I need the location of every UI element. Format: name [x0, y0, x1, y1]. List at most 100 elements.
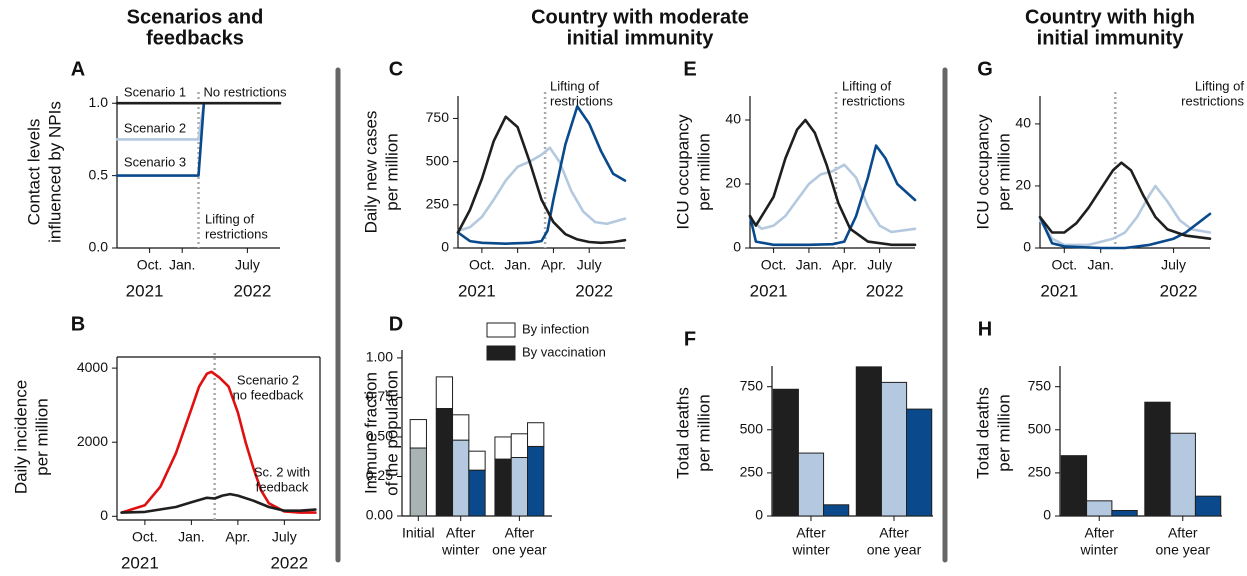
panel-letter: H: [978, 318, 992, 340]
year-label: 2021: [458, 281, 496, 300]
y-axis-label: influenced by NPIs: [45, 101, 64, 243]
series-line: [120, 370, 317, 514]
y-tick-label: 20: [725, 175, 741, 191]
x-tick-label: July: [577, 257, 602, 273]
column-title: initial immunity: [1037, 27, 1185, 49]
legend-label: By vaccination: [522, 344, 606, 359]
x-tick-label: winter: [441, 542, 480, 558]
x-tick-label: July: [867, 257, 892, 273]
x-tick-label: Apr.: [541, 257, 566, 273]
year-label: 2022: [270, 553, 308, 572]
column-title: Scenarios and: [127, 6, 264, 28]
y-axis-label: of the population: [382, 370, 401, 496]
x-tick-label: After: [879, 525, 909, 541]
bar: [1144, 401, 1171, 517]
x-tick-label: winter: [1080, 542, 1119, 558]
series-label: Scenario 1: [124, 84, 186, 99]
y-tick-label: 0.75: [366, 388, 393, 404]
y-axis-label: per million: [694, 133, 713, 210]
series-label: Scenario 3: [124, 154, 186, 169]
bar-segment: [527, 445, 545, 517]
y-tick-label: 750: [740, 377, 764, 393]
bar-segment: [409, 419, 427, 449]
year-label: 2021: [126, 281, 164, 300]
bar: [1194, 495, 1222, 517]
series-label: Sc. 2 with: [254, 464, 310, 479]
y-tick-label: 1.00: [366, 349, 393, 365]
year-label: 2021: [121, 553, 159, 572]
bar-segment: [494, 436, 512, 460]
bar-segment: [435, 376, 454, 409]
series-label: Scenario 2: [124, 120, 186, 135]
y-axis-label: Total deaths: [973, 387, 992, 479]
y-tick-label: 0: [1023, 239, 1031, 255]
y-tick-label: 0.25: [366, 467, 393, 483]
column-title: feedbacks: [146, 27, 244, 49]
y-tick-label: 0: [755, 507, 763, 523]
bar-segment: [510, 433, 529, 459]
y-tick-label: 40: [725, 111, 741, 127]
column-title: initial immunity: [567, 27, 715, 49]
bar-segment: [468, 450, 486, 471]
bar-segment: [435, 407, 454, 517]
x-tick-label: Oct.: [761, 257, 787, 273]
x-tick-label: Jan.: [796, 257, 822, 273]
annotation: Lifting of: [842, 78, 892, 93]
y-tick-label: 0: [441, 239, 449, 255]
series-line: [748, 163, 917, 234]
x-tick-label: Apr.: [832, 257, 857, 273]
x-tick-label: winter: [791, 542, 830, 558]
x-tick-label: Jan.: [178, 529, 204, 545]
annotation: Lifting of: [1195, 78, 1245, 93]
bar: [906, 408, 933, 517]
bar-segment: [452, 414, 470, 441]
y-tick-label: 0: [100, 507, 108, 523]
series-line: [1038, 184, 1212, 247]
x-tick-label: Oct.: [132, 529, 158, 545]
y-tick-label: 40: [1015, 115, 1031, 131]
bar-segment: [527, 422, 545, 447]
column-title: Country with moderate: [531, 6, 749, 28]
y-tick-label: 500: [426, 152, 450, 168]
y-tick-label: 250: [740, 464, 764, 480]
y-tick-label: 0.00: [366, 507, 393, 523]
series-line: [456, 115, 627, 245]
y-tick-label: 750: [1028, 377, 1052, 393]
year-label: 2022: [233, 281, 271, 300]
y-tick-label: 0.0: [89, 239, 109, 255]
year-label: 2022: [575, 281, 613, 300]
y-axis-label: Daily new cases: [361, 111, 380, 234]
panel-letter: F: [684, 328, 696, 350]
bar: [1111, 509, 1138, 517]
year-label: 2021: [750, 281, 788, 300]
annotation: No restrictions: [203, 84, 287, 99]
y-tick-label: 20: [1015, 177, 1031, 193]
y-tick-label: 0.50: [366, 428, 393, 444]
series-label: feedback: [256, 479, 309, 494]
y-tick-label: 750: [426, 109, 450, 125]
y-axis-label: per million: [32, 398, 51, 475]
bar: [797, 452, 825, 517]
bar-segment: [510, 457, 529, 517]
x-tick-label: one year: [1156, 542, 1211, 558]
x-tick-label: After: [505, 525, 535, 541]
series-line: [120, 492, 317, 514]
y-tick-label: 250: [1028, 464, 1052, 480]
panel-letter: C: [389, 58, 403, 80]
x-tick-label: Jan.: [169, 257, 195, 273]
y-axis-label: per million: [994, 133, 1013, 210]
x-tick-label: Oct.: [137, 257, 163, 273]
series-line: [456, 146, 627, 232]
year-label: 2022: [1160, 281, 1198, 300]
y-axis-label: per million: [694, 394, 713, 471]
y-axis-label: Contact levels: [24, 119, 43, 226]
annotation: restrictions: [1181, 93, 1244, 108]
series-line: [748, 118, 917, 247]
y-tick-label: 4000: [77, 359, 108, 375]
x-tick-label: Jan.: [504, 257, 530, 273]
bar: [772, 388, 799, 517]
y-axis-label: Immune fraction: [361, 372, 380, 494]
y-tick-label: 0.5: [89, 166, 109, 182]
series-line: [1038, 212, 1212, 250]
legend-label: By infection: [522, 321, 589, 336]
